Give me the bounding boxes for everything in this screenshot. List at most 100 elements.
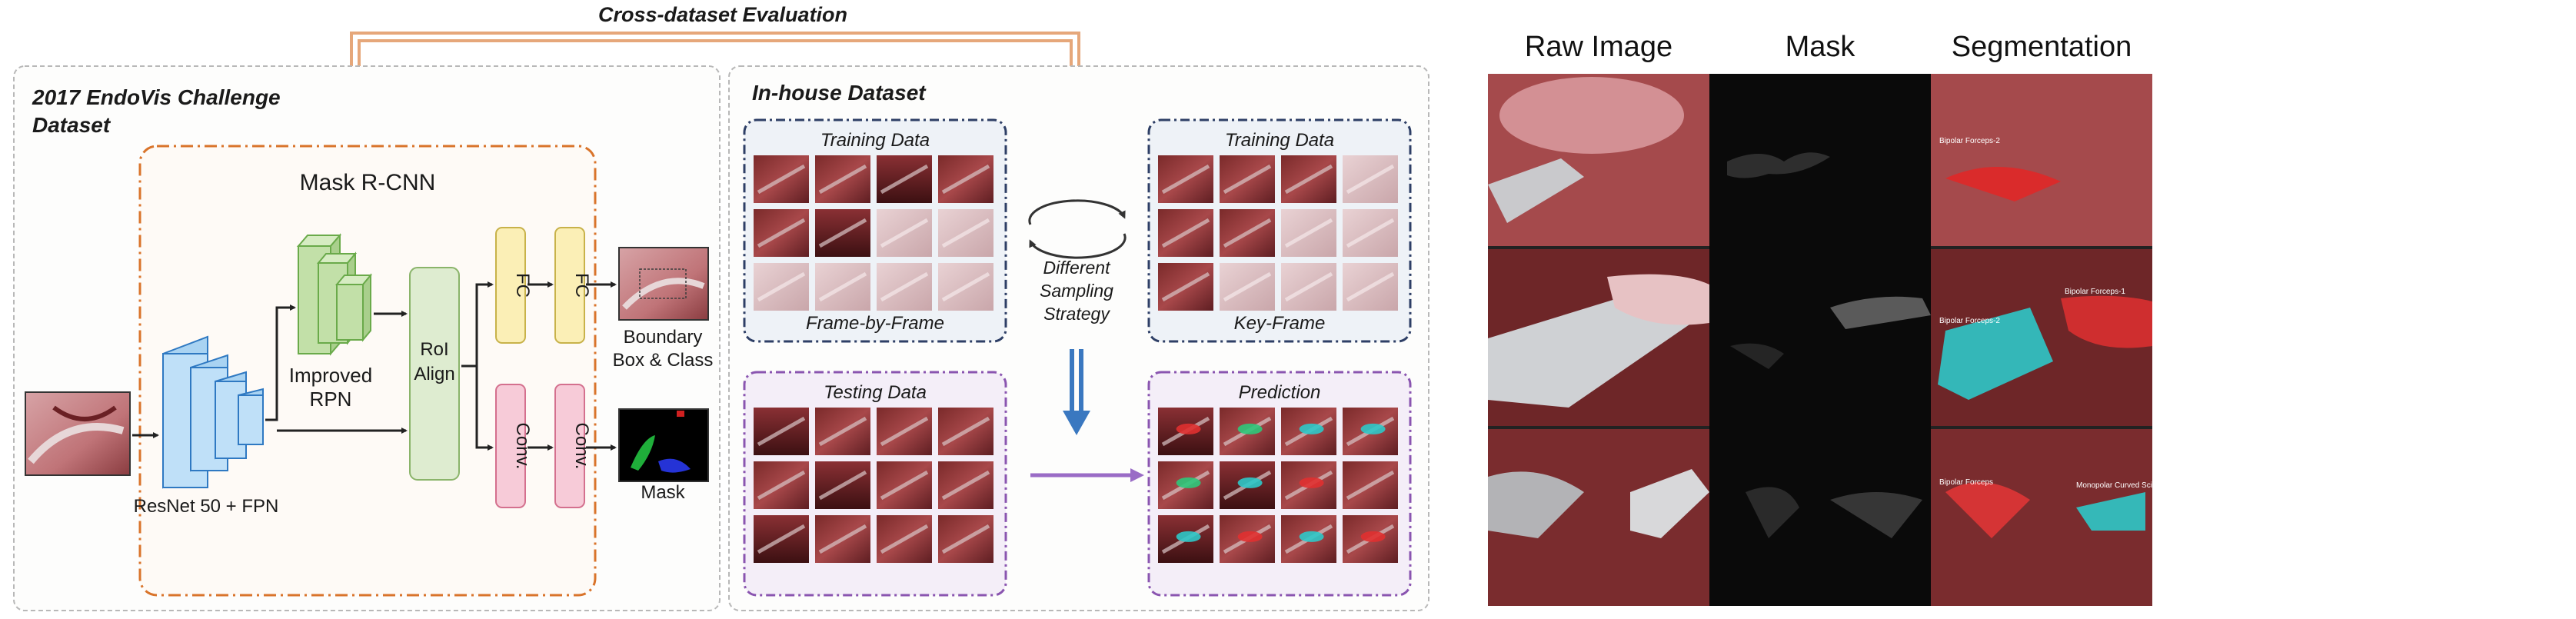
boundary-label-line1: Boundary	[624, 327, 703, 348]
improved-rpn-block	[296, 233, 373, 356]
endovis-title-line2: Dataset	[32, 113, 111, 137]
thumbnail-instrument	[880, 164, 929, 195]
seg-tag-4: Bipolar Forceps	[1939, 478, 1993, 487]
thumbnail-instrument	[880, 218, 929, 248]
thumbnail-instrument	[941, 218, 990, 248]
testing-title: Testing Data	[824, 382, 927, 403]
testing-thumbnails	[754, 408, 993, 563]
col-title-seg: Segmentation	[1951, 31, 2132, 63]
col-title-mask: Mask	[1785, 31, 1855, 63]
prediction-overlay	[1237, 477, 1263, 488]
roi-label-line1: RoI	[420, 339, 448, 360]
training-right-caption: Key-Frame	[1234, 313, 1326, 334]
thumbnail-instrument	[757, 164, 806, 195]
mask-column	[1709, 74, 1931, 606]
roi-align-block	[409, 267, 460, 481]
prediction-overlay	[1360, 531, 1386, 542]
fc-block-1	[495, 227, 526, 344]
prediction-overlay	[1176, 477, 1201, 488]
input-image	[25, 391, 131, 476]
training-right-title: Training Data	[1225, 130, 1334, 151]
prediction-overlay	[1176, 531, 1201, 542]
thumbnail-instrument	[757, 218, 806, 248]
inhouse-title: In-house Dataset	[752, 81, 927, 105]
thumbnail-instrument	[1346, 470, 1395, 501]
arrow-roi-fc	[461, 281, 494, 368]
prediction-thumbnails	[1158, 408, 1398, 563]
thumbnail-instrument	[941, 470, 990, 501]
thumbnail-instrument	[1223, 164, 1272, 195]
prediction-overlay	[1299, 531, 1324, 542]
thumbnail-instrument	[818, 164, 867, 195]
thumbnail-instrument	[1346, 164, 1395, 195]
seg-tag-1: Bipolar Forceps-2	[1939, 137, 2000, 145]
prediction-overlay	[1360, 423, 1386, 434]
thumbnail-instrument	[757, 524, 806, 554]
roi-label-line2: Align	[414, 364, 454, 384]
conv-block-1	[495, 384, 526, 508]
thumbnail-instrument	[1161, 271, 1210, 302]
fc-block-2	[554, 227, 585, 344]
training-left-title: Training Data	[820, 130, 930, 151]
thumbnail-instrument	[1223, 218, 1272, 248]
prediction-overlay	[1237, 423, 1263, 434]
segmentation-column	[1931, 74, 2152, 606]
thumbnail-instrument	[1284, 164, 1333, 195]
thumbnail-instrument	[757, 416, 806, 447]
resnet-label: ResNet 50 + FPN	[134, 496, 279, 517]
thumbnail-instrument	[1161, 164, 1210, 195]
thumbnail-instrument	[818, 218, 867, 248]
seg-tag-2: Bipolar Forceps-1	[2065, 288, 2125, 296]
sampling-cycle-arrows	[1028, 199, 1127, 259]
prediction-title: Prediction	[1239, 382, 1321, 403]
training-right-thumbnails	[1158, 155, 1398, 311]
maskrcnn-title: Mask R-CNN	[300, 170, 436, 195]
seg-tag-5: Monopolar Curved Scissors	[2076, 481, 2171, 490]
thumbnail-instrument	[757, 470, 806, 501]
mask-label: Mask	[641, 482, 685, 503]
training-left-thumbnails	[754, 155, 993, 311]
sampling-line3: Strategy	[1043, 304, 1110, 324]
sampling-line1: Different	[1043, 258, 1112, 278]
thumbnail-instrument	[880, 271, 929, 302]
prediction-overlay	[1299, 423, 1324, 434]
arrow-roi-conv	[475, 366, 494, 451]
thumbnail-instrument	[818, 524, 867, 554]
arrow-resnet-rpn	[265, 305, 296, 421]
boundary-label-line2: Box & Class	[613, 350, 714, 371]
thumbnail-instrument	[1161, 218, 1210, 248]
resnet-fpn-block	[162, 335, 264, 489]
thumbnail-instrument	[1284, 271, 1333, 302]
thumbnail-instrument	[1284, 218, 1333, 248]
maskrcnn-box	[138, 145, 597, 597]
thumbnail-instrument	[880, 470, 929, 501]
mask-output-image	[618, 408, 709, 482]
thumbnail-instrument	[1346, 218, 1395, 248]
rpn-label-line1: Improved	[289, 364, 372, 387]
thumbnail-instrument	[941, 271, 990, 302]
thumbnail-instrument	[941, 524, 990, 554]
training-left-caption: Frame-by-Frame	[806, 313, 944, 334]
prediction-overlay	[1176, 423, 1201, 434]
blue-down-arrow	[1063, 349, 1090, 435]
prediction-overlay	[1237, 531, 1263, 542]
prediction-overlay	[1299, 477, 1324, 488]
thumbnail-instrument	[1223, 271, 1272, 302]
sampling-line2: Sampling	[1040, 281, 1113, 301]
seg-tag-3: Bipolar Forceps-2	[1939, 317, 2000, 325]
boundary-box-output-image	[618, 247, 709, 321]
cross-dataset-label: Cross-dataset Evaluation	[598, 3, 847, 26]
conv-label-2: Conv.	[571, 423, 592, 470]
thumbnail-instrument	[880, 416, 929, 447]
thumbnail-instrument	[757, 271, 806, 302]
raw-image-column	[1488, 74, 1709, 606]
col-title-raw: Raw Image	[1524, 31, 1673, 63]
conv-label-1: Conv.	[512, 423, 533, 470]
thumbnail-instrument	[1346, 271, 1395, 302]
thumbnail-instrument	[941, 164, 990, 195]
endovis-title-line1: 2017 EndoVis Challenge	[32, 85, 281, 109]
rpn-label-line2: RPN	[310, 388, 352, 411]
thumbnail-instrument	[818, 271, 867, 302]
thumbnail-instrument	[818, 470, 867, 501]
thumbnail-instrument	[818, 416, 867, 447]
